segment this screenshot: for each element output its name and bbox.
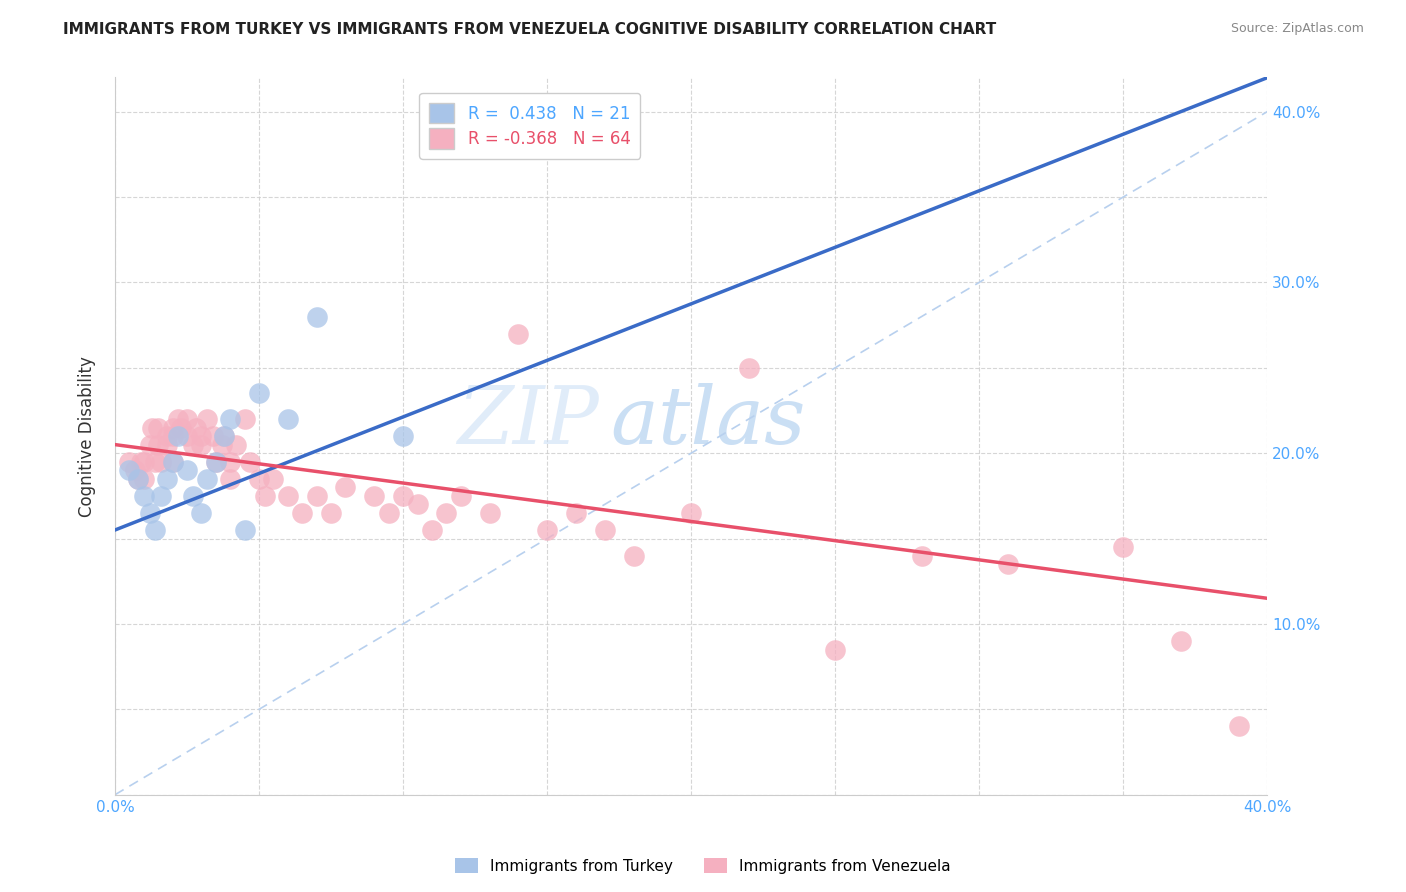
- Point: [129, 455, 152, 469]
- Point: [148, 437, 170, 451]
- Legend: Immigrants from Turkey, Immigrants from Venezuela: Immigrants from Turkey, Immigrants from …: [450, 852, 956, 880]
- Point: [392, 489, 415, 503]
- Point: [162, 429, 184, 443]
- Text: IMMIGRANTS FROM TURKEY VS IMMIGRANTS FROM VENEZUELA COGNITIVE DISABILITY CORRELA: IMMIGRANTS FROM TURKEY VS IMMIGRANTS FRO…: [63, 22, 997, 37]
- Point: [143, 455, 166, 469]
- Point: [681, 506, 703, 520]
- Point: [392, 429, 415, 443]
- Point: [162, 455, 184, 469]
- Point: [219, 472, 242, 486]
- Point: [738, 360, 761, 375]
- Point: [118, 463, 141, 477]
- Point: [305, 489, 328, 503]
- Point: [291, 506, 314, 520]
- Point: [201, 429, 224, 443]
- Point: [156, 437, 179, 451]
- Point: [150, 489, 173, 503]
- Point: [143, 523, 166, 537]
- Point: [219, 455, 242, 469]
- Point: [434, 506, 457, 520]
- Point: [190, 429, 212, 443]
- Point: [319, 506, 342, 520]
- Point: [623, 549, 645, 563]
- Point: [195, 412, 218, 426]
- Legend: R =  0.438   N = 21, R = -0.368   N = 64: R = 0.438 N = 21, R = -0.368 N = 64: [419, 93, 641, 159]
- Point: [195, 472, 218, 486]
- Point: [190, 437, 212, 451]
- Point: [593, 523, 616, 537]
- Point: [138, 506, 160, 520]
- Text: Source: ZipAtlas.com: Source: ZipAtlas.com: [1230, 22, 1364, 36]
- Point: [181, 489, 204, 503]
- Point: [127, 472, 149, 486]
- Point: [181, 437, 204, 451]
- Point: [277, 489, 299, 503]
- Point: [335, 480, 357, 494]
- Point: [127, 472, 149, 486]
- Point: [170, 420, 193, 434]
- Point: [225, 437, 247, 451]
- Point: [211, 437, 233, 451]
- Point: [536, 523, 558, 537]
- Point: [138, 437, 160, 451]
- Point: [205, 455, 228, 469]
- Point: [190, 506, 212, 520]
- Point: [1112, 540, 1135, 554]
- Point: [148, 420, 170, 434]
- Point: [141, 420, 163, 434]
- Point: [1170, 634, 1192, 648]
- Point: [219, 412, 242, 426]
- Point: [167, 412, 190, 426]
- Point: [150, 455, 173, 469]
- Point: [132, 472, 155, 486]
- Point: [162, 420, 184, 434]
- Point: [911, 549, 934, 563]
- Point: [565, 506, 588, 520]
- Text: atlas: atlas: [610, 383, 806, 460]
- Point: [132, 489, 155, 503]
- Point: [132, 455, 155, 469]
- Point: [176, 429, 198, 443]
- Point: [239, 455, 262, 469]
- Text: ZIP: ZIP: [457, 383, 599, 460]
- Point: [277, 412, 299, 426]
- Point: [997, 557, 1019, 571]
- Point: [214, 429, 236, 443]
- Point: [167, 429, 190, 443]
- Point: [156, 429, 179, 443]
- Point: [377, 506, 399, 520]
- Point: [1227, 719, 1250, 733]
- Point: [184, 420, 207, 434]
- Point: [406, 497, 429, 511]
- Point: [478, 506, 501, 520]
- Point: [305, 310, 328, 324]
- Point: [824, 642, 846, 657]
- Y-axis label: Cognitive Disability: Cognitive Disability: [79, 356, 96, 516]
- Point: [124, 463, 146, 477]
- Point: [162, 455, 184, 469]
- Point: [262, 472, 284, 486]
- Point: [118, 455, 141, 469]
- Point: [253, 489, 276, 503]
- Point: [214, 429, 236, 443]
- Point: [508, 326, 530, 341]
- Point: [233, 412, 256, 426]
- Point: [450, 489, 472, 503]
- Point: [176, 412, 198, 426]
- Point: [247, 472, 270, 486]
- Point: [233, 523, 256, 537]
- Point: [363, 489, 385, 503]
- Point: [247, 386, 270, 401]
- Point: [420, 523, 443, 537]
- Point: [176, 463, 198, 477]
- Point: [156, 472, 179, 486]
- Point: [205, 455, 228, 469]
